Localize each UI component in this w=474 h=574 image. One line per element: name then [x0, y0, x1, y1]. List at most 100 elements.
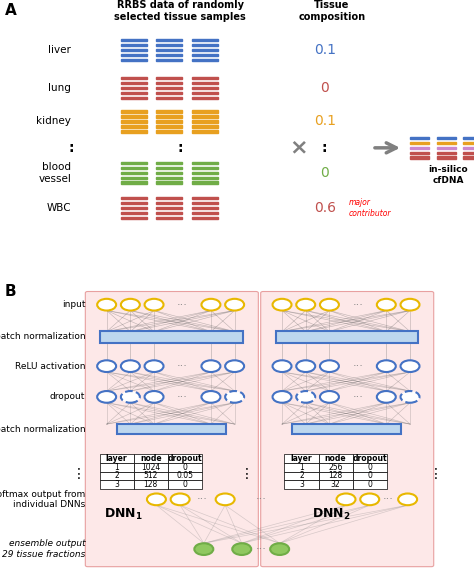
Bar — [319, 472, 353, 480]
Bar — [192, 201, 218, 204]
Text: dropout: dropout — [352, 454, 387, 463]
Text: 128: 128 — [328, 471, 343, 480]
Text: kidney: kidney — [36, 117, 71, 126]
Bar — [121, 162, 147, 164]
Text: ···: ··· — [177, 300, 188, 310]
Bar — [156, 121, 182, 123]
Bar — [192, 207, 218, 209]
Text: ReLU activation: ReLU activation — [15, 362, 85, 371]
Bar — [121, 177, 147, 179]
Bar — [437, 156, 456, 158]
Bar — [463, 137, 474, 139]
Text: layer: layer — [291, 454, 312, 463]
Text: 0: 0 — [320, 81, 329, 95]
Bar — [192, 59, 218, 61]
Text: 0.6: 0.6 — [314, 201, 336, 215]
Bar — [192, 166, 218, 169]
Bar — [192, 38, 218, 41]
Bar — [192, 115, 218, 118]
Bar — [121, 212, 147, 214]
Text: 0.1: 0.1 — [314, 114, 336, 129]
Text: $\mathbf{DNN_1}$: $\mathbf{DNN_1}$ — [104, 506, 143, 522]
Text: ×: × — [289, 138, 308, 158]
Bar — [121, 49, 147, 51]
Bar — [100, 454, 134, 463]
Text: input: input — [62, 300, 85, 309]
Bar — [100, 480, 134, 489]
Text: liver: liver — [48, 45, 71, 55]
Bar — [437, 152, 456, 154]
Bar — [156, 82, 182, 84]
Text: A: A — [5, 3, 17, 18]
Bar — [121, 44, 147, 46]
Bar — [437, 147, 456, 149]
Bar — [192, 121, 218, 123]
Circle shape — [296, 360, 315, 372]
Bar — [192, 130, 218, 133]
Bar — [121, 115, 147, 118]
Bar — [410, 147, 429, 149]
Bar — [121, 216, 147, 219]
Circle shape — [377, 360, 396, 372]
Text: ···: ··· — [177, 361, 188, 371]
Text: ···: ··· — [353, 392, 363, 402]
FancyBboxPatch shape — [85, 292, 258, 567]
Circle shape — [145, 391, 164, 403]
Bar — [121, 121, 147, 123]
Text: ···: ··· — [353, 300, 363, 310]
Bar — [156, 207, 182, 209]
Bar — [156, 87, 182, 89]
Bar — [156, 201, 182, 204]
Text: softmax output from
individual DNNs: softmax output from individual DNNs — [0, 490, 85, 509]
Text: ensemble output
29 tissue fractions: ensemble output 29 tissue fractions — [2, 540, 85, 559]
Text: 0: 0 — [367, 480, 372, 489]
Bar — [192, 177, 218, 179]
Bar — [156, 77, 182, 79]
Bar — [134, 472, 168, 480]
Bar — [410, 156, 429, 158]
Bar — [121, 125, 147, 127]
Bar — [134, 480, 168, 489]
Bar — [353, 454, 387, 463]
Circle shape — [121, 391, 140, 403]
Text: 3: 3 — [114, 480, 119, 489]
Bar — [121, 201, 147, 204]
Bar — [168, 463, 202, 472]
Circle shape — [232, 543, 251, 555]
Bar — [192, 181, 218, 184]
Text: batch normalization: batch normalization — [0, 425, 85, 433]
Text: ⋮: ⋮ — [429, 467, 443, 482]
Bar — [192, 162, 218, 164]
Bar — [192, 87, 218, 89]
FancyBboxPatch shape — [261, 292, 434, 567]
Bar — [100, 472, 134, 480]
Bar — [192, 110, 218, 113]
Bar — [156, 49, 182, 51]
Text: ···: ··· — [255, 544, 266, 554]
Bar — [192, 77, 218, 79]
Bar — [463, 156, 474, 158]
Bar — [156, 130, 182, 133]
Bar — [156, 44, 182, 46]
Circle shape — [296, 391, 315, 403]
Bar — [121, 166, 147, 169]
Bar — [156, 172, 182, 174]
Bar — [156, 92, 182, 94]
Bar — [410, 152, 429, 154]
Bar — [192, 212, 218, 214]
Bar — [156, 53, 182, 56]
Bar — [117, 424, 226, 434]
Circle shape — [171, 494, 190, 505]
Bar — [353, 463, 387, 472]
Bar — [121, 181, 147, 184]
Text: 2: 2 — [299, 471, 304, 480]
Bar — [192, 216, 218, 219]
Circle shape — [216, 494, 235, 505]
Bar — [121, 77, 147, 79]
Text: dropout: dropout — [167, 454, 202, 463]
Circle shape — [121, 360, 140, 372]
Text: 1024: 1024 — [141, 463, 160, 472]
Circle shape — [225, 360, 244, 372]
Circle shape — [273, 360, 292, 372]
Circle shape — [145, 299, 164, 311]
